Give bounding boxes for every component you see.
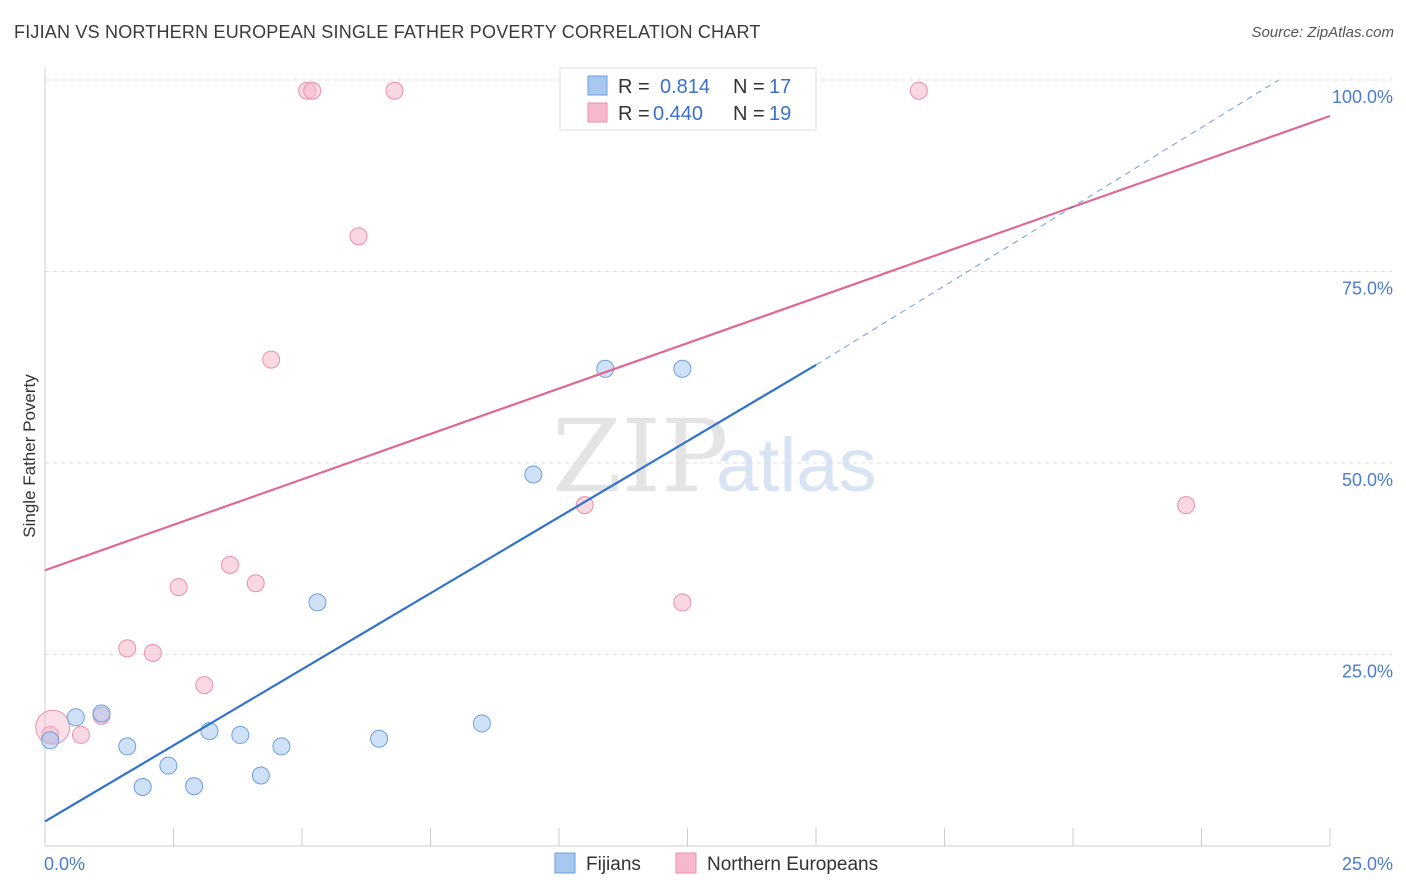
fijians-point-5 bbox=[159, 756, 178, 775]
legend-r-value-fijians: 0.814 bbox=[660, 76, 710, 98]
bottom-legend-label-fijians: Fijians bbox=[586, 854, 641, 875]
legend-swatch-northern-europeans bbox=[587, 102, 608, 123]
trend-line-northern-europeans bbox=[44, 114, 1331, 572]
fijians-point-9 bbox=[251, 766, 270, 785]
legend-r-value-northern: 0.440 bbox=[653, 103, 703, 125]
series-northern-europeans-points bbox=[35, 81, 1196, 745]
fijians-point-0 bbox=[41, 731, 60, 750]
northern-europeans-point-9 bbox=[262, 350, 281, 369]
fijians-point-13 bbox=[472, 714, 491, 733]
legend-n-value-northern: 19 bbox=[769, 103, 791, 125]
fijians-point-11 bbox=[308, 593, 327, 612]
fijians-point-12 bbox=[370, 729, 389, 748]
chart-title: FIJIAN VS NORTHERN EUROPEAN SINGLE FATHE… bbox=[14, 22, 761, 42]
trend-line-fijians bbox=[44, 364, 817, 823]
northern-europeans-point-12 bbox=[349, 227, 368, 246]
y-tick-label-0: 25.0% bbox=[1342, 662, 1393, 682]
bottom-legend-label-northern: Northern Europeans bbox=[707, 854, 878, 875]
fijians-point-14 bbox=[524, 465, 543, 484]
series-legend: Fijians Northern Europeans bbox=[554, 852, 878, 875]
northern-europeans-point-17 bbox=[909, 81, 928, 100]
northern-europeans-point-5 bbox=[169, 578, 188, 597]
northern-europeans-point-18 bbox=[1177, 496, 1196, 515]
legend-swatch-fijians bbox=[587, 75, 608, 96]
watermark-atlas: atlas bbox=[716, 423, 877, 508]
northern-europeans-point-13 bbox=[385, 81, 404, 100]
fijians-point-1 bbox=[66, 708, 85, 727]
northern-europeans-point-4 bbox=[143, 643, 162, 662]
northern-europeans-point-8 bbox=[246, 574, 265, 593]
x-tick-label-max: 25.0% bbox=[1342, 854, 1393, 874]
legend-n-label-northern: N = bbox=[733, 103, 765, 125]
northern-europeans-point-14 bbox=[575, 496, 594, 515]
northern-europeans-point-15 bbox=[673, 593, 692, 612]
x-tick-label-min: 0.0% bbox=[44, 854, 85, 874]
legend-n-label-fijians: N = bbox=[733, 76, 765, 98]
northern-europeans-point-6 bbox=[195, 676, 214, 695]
fijians-point-16 bbox=[673, 359, 692, 378]
legend-r-label-fijians: R = bbox=[618, 76, 650, 98]
y-tick-label-1: 50.0% bbox=[1342, 470, 1393, 490]
northern-europeans-point-11 bbox=[303, 81, 322, 100]
fijians-point-6 bbox=[185, 777, 204, 796]
y-tick-labels: 25.0% 50.0% 75.0% 100.0% bbox=[1332, 87, 1393, 682]
fijians-point-3 bbox=[118, 737, 137, 756]
series-fijians-points bbox=[41, 359, 692, 797]
y-tick-label-3: 100.0% bbox=[1332, 87, 1393, 107]
bottom-legend-swatch-northern bbox=[675, 852, 697, 874]
fijians-point-4 bbox=[133, 778, 152, 797]
legend-n-value-fijians: 17 bbox=[769, 76, 791, 98]
x-axis-ticks bbox=[173, 828, 1331, 846]
fijians-point-8 bbox=[231, 725, 250, 744]
correlation-legend: R = 0.814 N = 17 R = 0.440 N = 19 bbox=[559, 67, 817, 131]
y-tick-label-2: 75.0% bbox=[1342, 279, 1393, 299]
northern-europeans-point-1 bbox=[71, 725, 90, 744]
gridlines bbox=[45, 79, 1392, 655]
trend-line-fijians-extension bbox=[815, 79, 1279, 366]
fijians-point-2 bbox=[92, 704, 111, 723]
bottom-legend-swatch-fijians bbox=[554, 852, 576, 874]
fijians-point-10 bbox=[272, 737, 291, 756]
watermark-zip: ZIP bbox=[552, 398, 728, 515]
y-axis-label: Single Father Poverty bbox=[20, 374, 39, 538]
northern-europeans-point-7 bbox=[221, 555, 240, 574]
northern-europeans-point-3 bbox=[118, 639, 137, 658]
legend-r-label-northern: R = bbox=[618, 103, 650, 125]
trend-lines bbox=[44, 79, 1331, 823]
source-label: Source: ZipAtlas.com bbox=[1251, 24, 1394, 41]
